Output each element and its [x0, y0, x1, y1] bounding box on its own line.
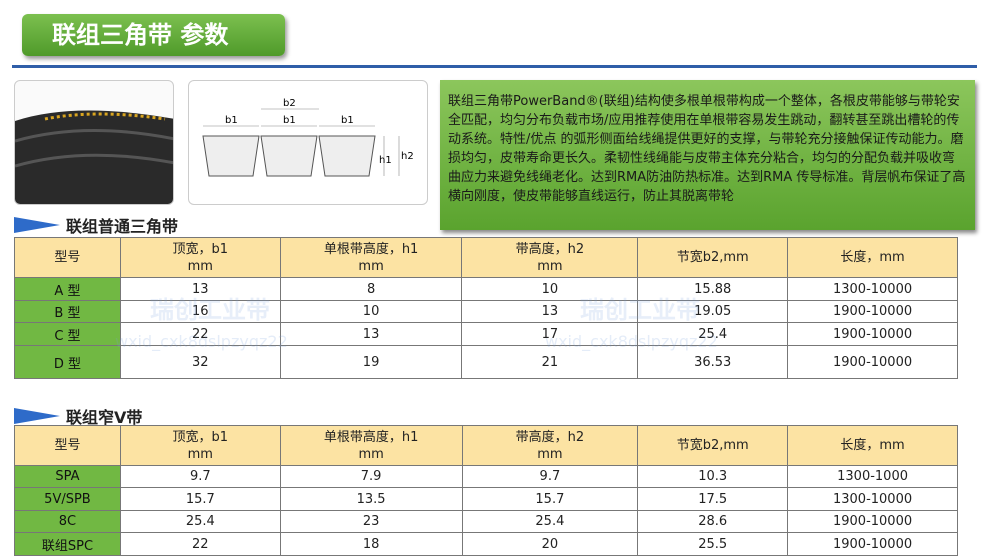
column-header: 型号	[14, 237, 121, 278]
b1-label: b1	[341, 115, 354, 126]
value-cell: 17.5	[637, 487, 789, 511]
value-cell: 15.88	[637, 277, 789, 301]
cross-section-diagram: b1 b1 b1 b2 h1 h2	[188, 80, 428, 205]
header-row: 型号 顶宽，b1 mm 单根带高度，h1 mm 带高度，h2 mm 节宽b2,mm 长度，…	[14, 237, 958, 278]
column-header: 长度，mm	[787, 237, 958, 278]
value-cell: 20	[461, 532, 639, 556]
value-cell: 21	[461, 345, 639, 379]
belt-photo	[14, 80, 174, 205]
type-cell: 联组SPC	[14, 532, 121, 556]
value-cell: 25.4	[637, 322, 789, 346]
section-title-2: 联组窄V带	[14, 404, 142, 428]
value-cell: 22	[119, 322, 281, 346]
section-title-text: 联组窄V带	[66, 408, 143, 427]
value-cell: 17	[461, 322, 639, 346]
divider	[12, 65, 977, 68]
value-cell: 23	[279, 510, 463, 533]
type-cell: B 型	[14, 300, 121, 323]
value-cell: 16	[119, 300, 281, 323]
table-row: 8C 25.4 23 25.4 28.6 1900-10000	[14, 510, 958, 533]
type-cell: A 型	[14, 277, 121, 301]
description-box: 联组三角带PowerBand®(联组)结构使多根单根带构成一个整体，各根皮带能够…	[440, 80, 975, 230]
value-cell: 19.05	[637, 300, 789, 323]
type-cell: D 型	[14, 345, 121, 379]
type-cell: SPA	[14, 465, 121, 488]
header-row: 型号 顶宽，b1 mm 单根带高度，h1 mm 带高度，h2 mm 节宽b2,mm 长度，…	[14, 425, 958, 466]
value-cell: 13	[119, 277, 281, 301]
arrow-icon	[14, 217, 60, 233]
b1-label: b1	[283, 115, 296, 126]
value-cell: 25.5	[637, 532, 789, 556]
value-cell: 13.5	[279, 487, 463, 511]
value-cell: 1900-10000	[787, 510, 958, 533]
value-cell: 15.7	[461, 487, 639, 511]
column-header: 型号	[14, 425, 121, 466]
table-row: 5V/SPB 15.7 13.5 15.7 17.5 1300-10000	[14, 487, 958, 511]
value-cell: 9.7	[461, 465, 639, 488]
table-row: A 型 13 8 10 15.88 1300-10000	[14, 277, 958, 301]
value-cell: 22	[119, 532, 281, 556]
value-cell: 1300-1000	[787, 465, 958, 488]
value-cell: 10	[279, 300, 463, 323]
table-row: B 型 16 10 13 19.05 1900-10000	[14, 300, 958, 323]
value-cell: 25.4	[461, 510, 639, 533]
column-header: 单根带高度，h1 mm	[279, 237, 463, 278]
section-title-text: 联组普通三角带	[66, 217, 179, 236]
classic-belt-table: 型号 顶宽，b1 mm 单根带高度，h1 mm 带高度，h2 mm 节宽b2,mm 长度，…	[14, 237, 958, 379]
value-cell: 32	[119, 345, 281, 379]
table-row: 联组SPC 22 18 20 25.5 1900-10000	[14, 532, 958, 556]
column-header: 单根带高度，h1 mm	[279, 425, 463, 466]
value-cell: 36.53	[637, 345, 789, 379]
type-cell: 5V/SPB	[14, 487, 121, 511]
value-cell: 13	[461, 300, 639, 323]
value-cell: 1900-10000	[787, 322, 958, 346]
arrow-icon	[14, 408, 60, 424]
value-cell: 7.9	[279, 465, 463, 488]
value-cell: 25.4	[119, 510, 281, 533]
value-cell: 1900-10000	[787, 300, 958, 323]
h1-label: h1	[379, 155, 392, 166]
column-header: 顶宽，b1 mm	[119, 425, 281, 466]
column-header: 长度，mm	[787, 425, 958, 466]
value-cell: 28.6	[637, 510, 789, 533]
column-header: 节宽b2,mm	[637, 425, 789, 466]
value-cell: 1300-10000	[787, 277, 958, 301]
value-cell: 8	[279, 277, 463, 301]
value-cell: 15.7	[119, 487, 281, 511]
b2-label: b2	[283, 98, 296, 109]
value-cell: 18	[279, 532, 463, 556]
value-cell: 13	[279, 322, 463, 346]
narrow-belt-table: 型号 顶宽，b1 mm 单根带高度，h1 mm 带高度，h2 mm 节宽b2,mm 长度，…	[14, 425, 958, 556]
value-cell: 10	[461, 277, 639, 301]
column-header: 带高度，h2 mm	[461, 237, 639, 278]
table-row: D 型 32 19 21 36.53 1900-10000	[14, 345, 958, 379]
column-header: 节宽b2,mm	[637, 237, 789, 278]
column-header: 带高度，h2 mm	[461, 425, 639, 466]
value-cell: 10.3	[637, 465, 789, 488]
type-cell: C 型	[14, 322, 121, 346]
table-row: C 型 22 13 17 25.4 1900-10000	[14, 322, 958, 346]
page-title: 联组三角带 参数	[22, 14, 285, 56]
value-cell: 9.7	[119, 465, 281, 488]
h2-label: h2	[401, 151, 414, 162]
type-cell: 8C	[14, 510, 121, 533]
b1-label: b1	[225, 115, 238, 126]
value-cell: 1900-10000	[787, 532, 958, 556]
value-cell: 19	[279, 345, 463, 379]
value-cell: 1300-10000	[787, 487, 958, 511]
table-row: SPA 9.7 7.9 9.7 10.3 1300-1000	[14, 465, 958, 488]
column-header: 顶宽，b1 mm	[119, 237, 281, 278]
section-title-1: 联组普通三角带	[14, 213, 178, 237]
value-cell: 1900-10000	[787, 345, 958, 379]
